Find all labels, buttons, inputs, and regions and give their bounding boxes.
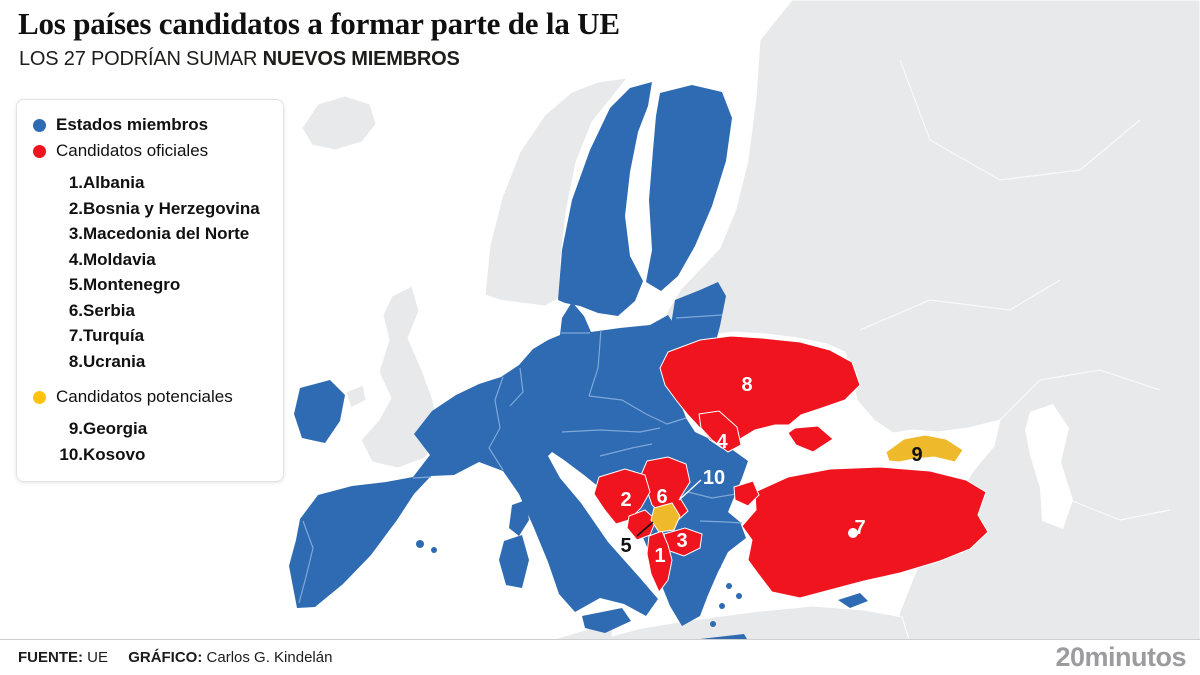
source-value: UE [87, 649, 109, 666]
list-item: 2.Bosnia y Herzegovina [68, 198, 260, 218]
region-sweden [558, 82, 652, 316]
list-item: 9.Georgia [68, 419, 148, 438]
official-candidates-layer [593, 335, 989, 599]
region-uk [360, 285, 440, 469]
region-montenegro [626, 509, 657, 541]
potential-candidates-list: 9.Georgia 10.Kosovo [33, 416, 269, 467]
map-label-bosnia: 2 [620, 489, 631, 511]
list-item: 8.Ucrania [68, 351, 146, 371]
map-label-turkey: 7 [854, 517, 865, 539]
brand-logo: 20minutos [1055, 642, 1186, 672]
list-item: 1.Albania [68, 173, 145, 192]
legend-potential-row: Candidatos potenciales [33, 384, 269, 410]
region-finland [646, 85, 732, 291]
graphic-value: Carlos G. Kindelán [206, 649, 333, 666]
eu-members-layer [289, 82, 868, 648]
map-label-georgia: 9 [911, 444, 922, 466]
region-turkey-thrace [733, 480, 760, 507]
potential-candidates-layer [650, 434, 964, 533]
official-candidates-list: 1.Albania 2.Bosnia y Herzegovina 3.Maced… [33, 170, 269, 374]
source-label: FUENTE: [18, 649, 83, 666]
region-kosovo [650, 502, 681, 533]
region-moldova [698, 410, 742, 453]
member-dot-icon [33, 118, 46, 132]
map-label-moldova: 4 [716, 431, 728, 453]
map-label-kosovo: 10 [703, 467, 725, 489]
caspian-sea [1025, 404, 1073, 529]
legend-official-label: Candidatos oficiales [56, 141, 209, 160]
region-turkey [741, 466, 989, 599]
region-northern-ireland [345, 384, 367, 409]
region-aegean-5 [710, 621, 716, 627]
region-corsica [509, 500, 529, 536]
page-subtitle: LOS 27 PODRÍAN SUMAR NUEVOS MIEMBROS [19, 48, 620, 71]
list-item: 5.Montenegro [68, 275, 181, 294]
subtitle-bold: NUEVOS MIEMBROS [262, 48, 460, 70]
region-sicily [582, 608, 631, 633]
list-item: 7.Turquía [68, 326, 145, 345]
header: Los países candidatos a formar parte de … [18, 6, 620, 71]
turkey-lake [848, 528, 858, 538]
region-aegean-4 [736, 593, 742, 599]
legend-members-row: Estados miembros [33, 112, 269, 138]
map-label-macedonia: 3 [676, 530, 687, 552]
region-crimea [787, 425, 834, 453]
page-title: Los países candidatos a formar parte de … [18, 6, 620, 41]
map-annotations: 1 2 3 4 5 6 7 8 9 10 [620, 374, 922, 567]
region-eu-continental [289, 302, 748, 626]
region-aegean-2 [726, 583, 732, 589]
leader-line-montenegro [636, 521, 654, 537]
map-label-montenegro: 5 [620, 535, 631, 557]
region-albania [646, 530, 673, 593]
list-item: 10.Kosovo [59, 444, 146, 464]
subtitle-regular: LOS 27 PODRÍAN SUMAR [19, 48, 258, 70]
region-cyprus [838, 593, 868, 608]
region-norway [484, 77, 629, 307]
region-balearic-2 [431, 547, 437, 553]
credits: FUENTE: UE GRÁFICO: Carlos G. Kindelán [18, 649, 348, 666]
region-sardinia [499, 535, 529, 588]
graphic-label: GRÁFICO: [128, 649, 203, 666]
region-georgia [885, 434, 964, 463]
legend-official-row: Candidatos oficiales [33, 138, 269, 164]
region-iceland [301, 95, 377, 151]
region-aegean-1 [715, 563, 721, 569]
potential-dot-icon [33, 390, 46, 404]
legend-members-label: Estados miembros [56, 115, 209, 134]
legend: Estados miembros Candidatos oficiales 1.… [16, 99, 284, 482]
list-item: 4.Moldavia [68, 249, 156, 269]
map-label-albania: 1 [654, 545, 665, 567]
region-ireland [294, 380, 345, 443]
official-dot-icon [33, 144, 46, 158]
map-label-ukraine: 8 [741, 374, 752, 396]
footer: FUENTE: UE GRÁFICO: Carlos G. Kindelán 2… [0, 639, 1200, 675]
region-aegean-3 [719, 603, 725, 609]
black-sea [744, 431, 961, 477]
list-item: 3.Macedonia del Norte [68, 224, 250, 243]
legend-potential-label: Candidatos potenciales [56, 387, 233, 406]
map-label-serbia: 6 [656, 486, 667, 508]
leader-line-kosovo [678, 479, 702, 501]
list-item: 6.Serbia [68, 300, 135, 320]
region-balearic-1 [416, 540, 424, 548]
